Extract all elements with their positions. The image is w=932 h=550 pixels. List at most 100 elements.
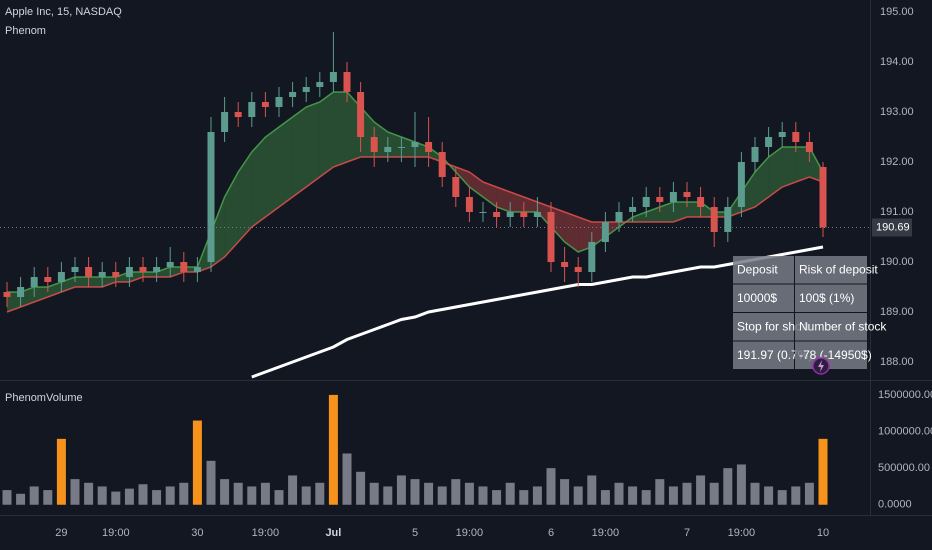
table-text: 191.97 (0.7%) xyxy=(737,348,812,362)
volume-bar xyxy=(655,479,665,505)
ribbon-segment xyxy=(333,92,347,167)
volume-bar xyxy=(260,482,270,505)
volume-bar xyxy=(16,493,26,505)
ribbon-segment xyxy=(782,147,796,187)
ribbon-segment xyxy=(34,287,48,302)
candle-body xyxy=(506,212,514,217)
chart-title: Apple Inc, 15, NASDAQ xyxy=(5,6,122,18)
candle-body xyxy=(397,147,405,148)
candle-body xyxy=(302,87,310,92)
table-text: Stop for short xyxy=(737,319,810,333)
table-text: Risk of deposit xyxy=(799,262,878,276)
candle-body xyxy=(234,112,242,117)
moving-average xyxy=(251,245,824,379)
ribbon-segment xyxy=(143,272,157,277)
table-text: 10000$ xyxy=(737,291,777,305)
candle-body xyxy=(180,262,188,272)
candle-body xyxy=(193,267,201,272)
volume-bar xyxy=(315,482,325,505)
candle-body xyxy=(724,207,732,232)
volume-bar xyxy=(777,490,787,505)
last-price-box xyxy=(872,218,912,237)
candle-body xyxy=(343,72,351,92)
ribbon-segment xyxy=(755,157,769,207)
candle-body xyxy=(261,102,269,107)
volume-bar xyxy=(111,491,121,505)
volume-bar xyxy=(464,482,474,505)
candle-body xyxy=(642,197,650,207)
ribbon-segment xyxy=(251,137,266,227)
volume-bar xyxy=(573,486,583,505)
candle-body xyxy=(520,212,528,217)
ribbon-segment xyxy=(469,172,483,197)
candle-body xyxy=(248,102,256,117)
candle-body xyxy=(112,272,120,277)
candle-body xyxy=(370,137,378,152)
ribbon-segment xyxy=(88,277,103,287)
y-tick-label: 195.00 xyxy=(880,6,914,18)
candle-body xyxy=(710,207,718,232)
x-tick-label: 19:00 xyxy=(252,527,280,539)
ribbon-segment xyxy=(279,117,293,207)
table-text: 100$ (1%) xyxy=(799,291,854,305)
volume-bar xyxy=(736,464,746,505)
y-tick-label: 188.00 xyxy=(880,356,914,368)
candle-body xyxy=(765,137,773,147)
x-tick-label: Jul xyxy=(325,527,341,539)
candle-body xyxy=(751,147,759,162)
ribbon-segment xyxy=(496,187,511,212)
candle-body xyxy=(656,197,664,202)
volume-bar xyxy=(43,490,53,505)
candle-body xyxy=(615,212,623,222)
candle-body xyxy=(669,192,677,202)
candle-body xyxy=(3,292,11,297)
volume-bar xyxy=(233,482,243,505)
table-cell xyxy=(733,284,794,312)
candle-body xyxy=(452,177,460,197)
volume-bar xyxy=(206,460,216,505)
candle-body xyxy=(384,147,392,152)
volume-bar xyxy=(505,482,515,505)
ribbon-segment xyxy=(265,127,279,217)
volume-bar xyxy=(628,486,638,505)
x-tick-label: 10 xyxy=(817,527,829,539)
volume-bar xyxy=(396,475,406,505)
candle-body xyxy=(493,212,501,217)
volume-bar xyxy=(152,490,162,505)
x-tick-label: 30 xyxy=(191,527,203,539)
volume-bar xyxy=(328,394,338,505)
ribbon-segment xyxy=(75,277,89,287)
volume-bar xyxy=(70,479,80,505)
table-cell xyxy=(795,256,867,284)
candle-body xyxy=(98,272,106,277)
table-cell xyxy=(733,313,794,341)
ribbon-segment xyxy=(156,267,171,277)
volume-bar xyxy=(301,486,311,505)
volume-bar xyxy=(56,438,66,505)
volume-bar xyxy=(410,479,420,505)
volume-bar xyxy=(383,486,393,505)
candle-body xyxy=(479,212,487,213)
volume-bar xyxy=(682,482,692,505)
candle-body xyxy=(289,92,297,97)
candle-body xyxy=(601,222,609,242)
candle-body xyxy=(792,132,800,142)
candle-body xyxy=(357,92,365,137)
table-cell xyxy=(795,284,867,312)
candle-body xyxy=(71,267,79,272)
ribbon-segment xyxy=(319,92,334,177)
volume-bar xyxy=(478,486,488,505)
candle-body xyxy=(316,82,324,87)
candle-body xyxy=(588,242,596,272)
volume-bar xyxy=(29,486,39,505)
candle-body xyxy=(30,277,38,287)
candle-body xyxy=(57,272,65,282)
ribbon-segment xyxy=(646,207,660,222)
x-tick-label: 19:00 xyxy=(456,527,484,539)
ribbon-segment xyxy=(292,107,307,197)
candle-body xyxy=(425,142,433,152)
y-tick-label: 192.00 xyxy=(880,156,914,168)
volume-bar xyxy=(220,479,230,505)
alert-icon-bolt xyxy=(818,360,824,372)
